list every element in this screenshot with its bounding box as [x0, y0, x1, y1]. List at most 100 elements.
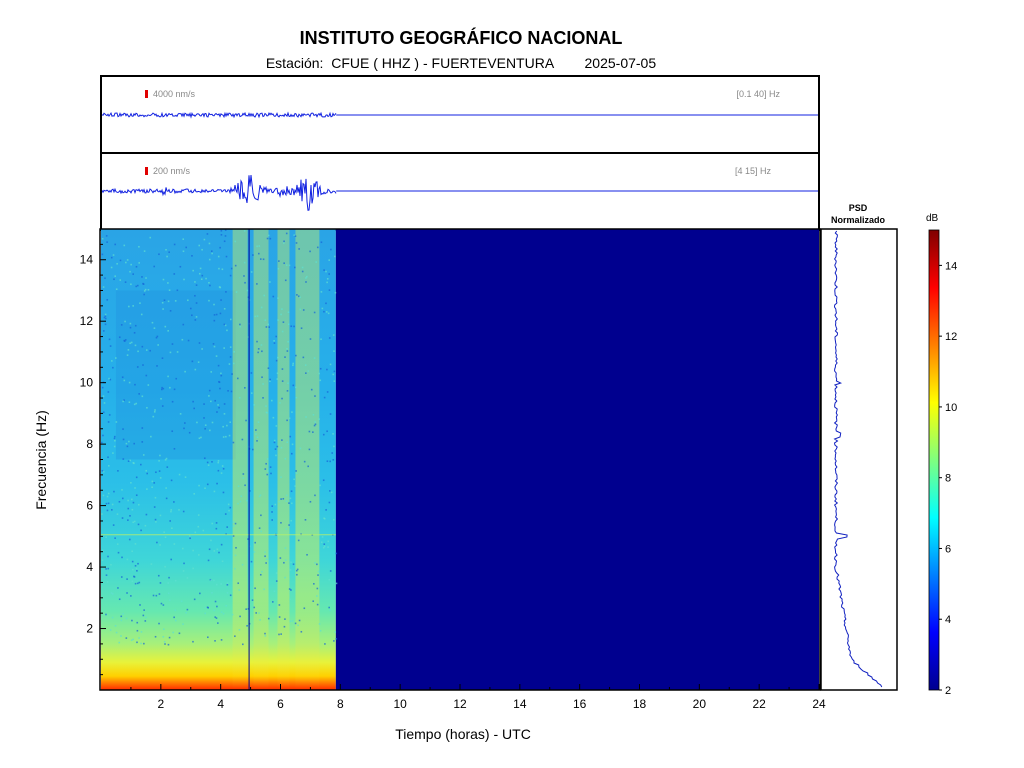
- spectrogram-pixel: [286, 419, 288, 422]
- spectrogram-pixel: [213, 314, 216, 316]
- spectrogram-pixel: [127, 499, 129, 502]
- spectrogram-pixel: [153, 506, 156, 508]
- spectrogram-pixel: [126, 445, 129, 448]
- spectrogram-pixel: [210, 400, 212, 403]
- spectrogram-pixel: [260, 344, 263, 346]
- spectrogram-pixel: [285, 500, 288, 503]
- spectrogram-pixel: [131, 550, 133, 553]
- spectrogram-pixel: [314, 562, 316, 564]
- spectrogram-pixel: [237, 582, 240, 585]
- spectrogram-pixel: [316, 563, 318, 566]
- spectrogram-pixel: [214, 640, 216, 642]
- spectrogram-pixel: [326, 278, 329, 280]
- spectrogram-pixel: [140, 642, 142, 645]
- spectrogram-pixel: [132, 568, 134, 571]
- spectrogram-pixel: [295, 396, 298, 399]
- spectrogram-pixel: [133, 462, 135, 465]
- spectrogram-pixel: [115, 357, 117, 359]
- spectrogram-pixel: [220, 639, 223, 641]
- spectrogram-pixel: [141, 345, 144, 348]
- spectrogram-pixel: [319, 367, 322, 370]
- spectrogram-pixel: [260, 306, 263, 309]
- spectrogram-pixel: [103, 402, 106, 404]
- spectrogram-pixel: [133, 520, 136, 523]
- spectrogram-pixel: [191, 360, 194, 363]
- spectrogram-pixel: [295, 386, 297, 389]
- spectrogram-pixel: [282, 321, 285, 323]
- spectrogram-pixel: [109, 345, 112, 347]
- x-tick-label: 22: [752, 697, 766, 711]
- spectrogram-pixel: [319, 379, 322, 382]
- spectrogram-pixel: [156, 365, 158, 367]
- spectrogram-pixel: [105, 502, 108, 505]
- spectrogram-pixel: [275, 580, 278, 582]
- spectrogram-pixel: [133, 331, 136, 334]
- spectrogram-pixel: [185, 246, 188, 249]
- spectrogram-pixel: [318, 372, 321, 375]
- spectrogram-pixel: [273, 340, 275, 342]
- noise-band: [295, 229, 320, 690]
- spectrogram-pixel: [121, 376, 124, 379]
- spectrogram-pixel: [106, 495, 109, 498]
- spectrogram-pixel: [250, 560, 253, 563]
- spectrogram-pixel: [132, 305, 134, 307]
- spectrogram-pixel: [243, 275, 245, 277]
- spectrogram-pixel: [140, 631, 143, 633]
- spectrogram-pixel: [137, 503, 140, 506]
- spectrogram-pixel: [257, 348, 260, 350]
- spectrogram-pixel: [107, 502, 110, 505]
- spectrogram-pixel: [329, 609, 331, 612]
- spectrogram-pixel: [134, 383, 136, 386]
- spectrogram-pixel: [213, 303, 215, 306]
- spectrogram-pixel: [279, 557, 282, 559]
- spectrogram-pixel: [158, 253, 160, 256]
- spectrogram-pixel: [225, 435, 227, 438]
- spectrogram-pixel: [254, 587, 256, 590]
- spectrogram-pixel: [129, 322, 132, 325]
- spectrogram-pixel: [324, 643, 326, 645]
- spectrogram-pixel: [231, 373, 233, 375]
- spectrogram-pixel: [102, 434, 104, 437]
- spectrogram-pixel: [265, 411, 268, 414]
- spectrogram-pixel: [170, 510, 172, 513]
- spectrogram-pixel: [232, 521, 235, 523]
- x-tick-label: 8: [337, 697, 344, 711]
- spectrogram-pixel: [159, 544, 161, 546]
- spectrogram-pixel: [187, 299, 189, 302]
- spectrogram-pixel: [303, 460, 306, 463]
- spectrogram-pixel: [164, 536, 167, 539]
- spectrogram-pixel: [292, 384, 295, 387]
- spectrogram-pixel: [182, 570, 185, 572]
- spectrogram-pixel: [255, 433, 257, 435]
- spectrogram-pixel: [229, 421, 232, 424]
- spectrogram-pixel: [129, 342, 131, 345]
- spectrogram-pixel: [220, 543, 223, 546]
- spectrogram-pixel: [104, 315, 107, 318]
- spectrogram-pixel: [303, 607, 306, 610]
- spectrogram-pixel: [226, 583, 229, 586]
- spectrogram-pixel: [141, 276, 143, 278]
- spectrogram-pixel: [123, 339, 125, 342]
- spectrogram-pixel: [293, 234, 296, 237]
- spectrogram-pixel: [143, 609, 145, 611]
- spectrogram-pixel: [206, 461, 209, 464]
- spectrogram-pixel: [262, 258, 265, 261]
- spectrogram-pixel: [151, 480, 154, 483]
- spectrogram-pixel: [125, 617, 128, 620]
- spectrogram-pixel: [254, 541, 256, 544]
- spectrogram-pixel: [272, 416, 275, 419]
- spectrogram-pixel: [291, 411, 293, 413]
- spectrogram-pixel: [154, 409, 156, 411]
- spectrogram-pixel: [274, 533, 276, 535]
- spectrogram-pixel: [304, 364, 307, 366]
- x-tick-label: 18: [633, 697, 647, 711]
- spectrogram-pixel: [309, 250, 311, 253]
- spectrogram-pixel: [287, 340, 289, 343]
- spectrogram-pixel: [281, 397, 283, 400]
- spectrogram-pixel: [154, 496, 157, 499]
- spectrogram-pixel: [137, 523, 140, 526]
- spectrogram-pixel: [201, 348, 203, 350]
- spectrogram-pixel: [288, 417, 291, 420]
- spectrogram-pixel: [136, 641, 138, 644]
- spectrogram-pixel: [266, 412, 268, 414]
